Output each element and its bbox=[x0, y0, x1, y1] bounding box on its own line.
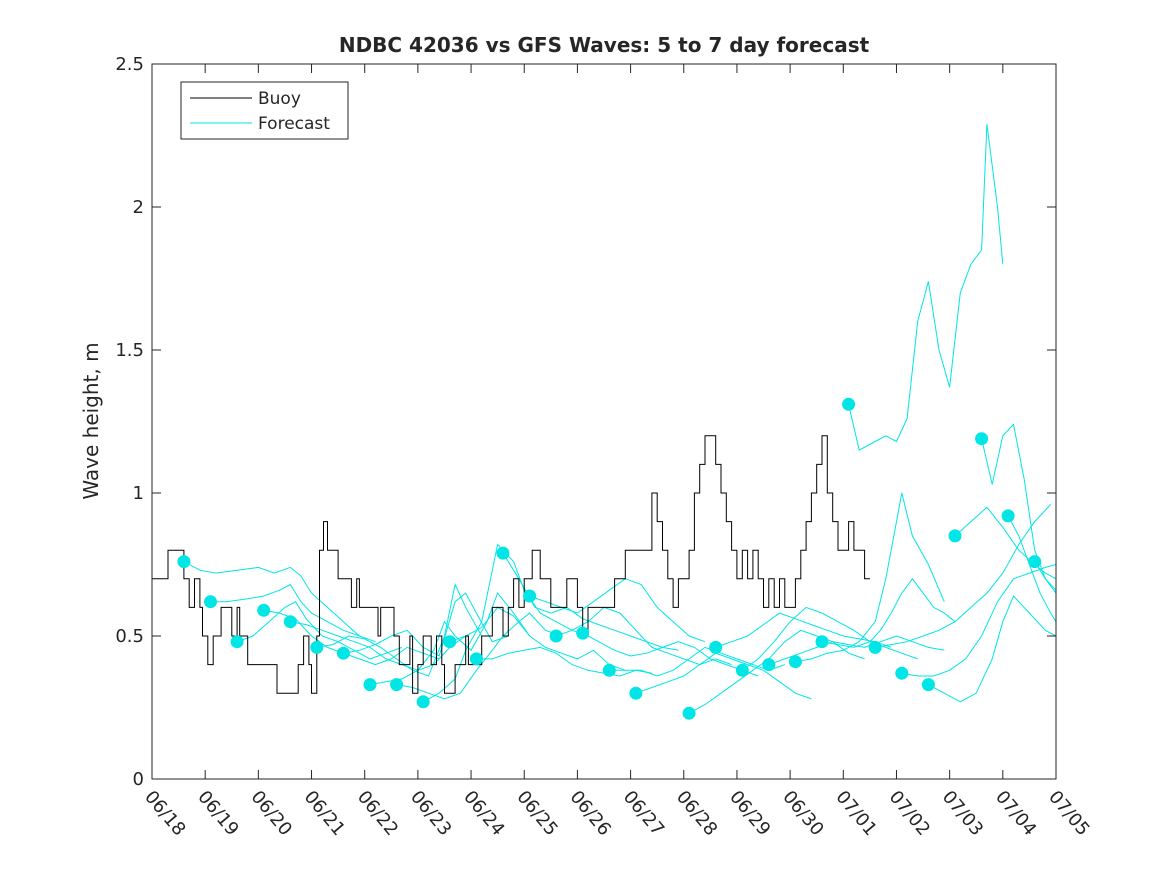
forecast-line bbox=[476, 646, 652, 677]
x-tick-label: 06/26 bbox=[566, 787, 615, 840]
forecast-start-marker bbox=[602, 663, 616, 677]
x-tick-label: 07/03 bbox=[938, 787, 987, 840]
forecast-start-marker bbox=[709, 640, 723, 654]
y-axis-label: Wave height, m bbox=[79, 342, 103, 499]
x-tick-label: 06/18 bbox=[140, 787, 189, 840]
forecast-line bbox=[396, 612, 562, 700]
forecast-line bbox=[954, 506, 1057, 580]
y-tick-label: 2.5 bbox=[115, 54, 144, 75]
x-tick-label: 06/22 bbox=[353, 787, 402, 840]
forecast-start-markers bbox=[177, 397, 1042, 720]
forecast-start-marker bbox=[336, 646, 350, 660]
forecast-start-marker bbox=[1001, 509, 1015, 523]
forecast-start-marker bbox=[1028, 555, 1042, 569]
forecast-start-marker bbox=[815, 635, 829, 649]
x-tick-label: 06/29 bbox=[725, 787, 774, 840]
forecast-line bbox=[928, 595, 1057, 703]
x-tick-label: 06/27 bbox=[619, 787, 668, 840]
x-tick-label: 06/24 bbox=[459, 787, 508, 840]
x-tick-label: 06/25 bbox=[512, 787, 561, 840]
plot-frame bbox=[151, 63, 1057, 780]
x-tick-label: 07/05 bbox=[1044, 787, 1093, 840]
forecast-line bbox=[582, 632, 759, 677]
x-tick-label: 07/04 bbox=[991, 787, 1040, 840]
forecast-line bbox=[635, 652, 812, 700]
forecast-line bbox=[981, 423, 1057, 594]
legend-box bbox=[180, 81, 349, 140]
forecast-start-marker bbox=[310, 640, 324, 654]
forecast-start-marker bbox=[948, 529, 962, 543]
y-tick-label: 0.5 bbox=[115, 626, 144, 647]
chart-title: NDBC 42036 vs GFS Waves: 5 to 7 day fore… bbox=[339, 33, 870, 57]
forecast-start-marker bbox=[576, 626, 590, 640]
forecast-start-marker bbox=[975, 432, 989, 446]
forecast-line bbox=[529, 578, 706, 643]
x-tick-label: 07/01 bbox=[831, 787, 880, 840]
forecast-line bbox=[502, 552, 679, 651]
forecast-start-marker bbox=[496, 546, 510, 560]
legend-buoy-label: Buoy bbox=[258, 89, 301, 109]
y-tick-label: 1 bbox=[133, 483, 144, 504]
x-tick-label: 06/19 bbox=[193, 787, 242, 840]
buoy-line-group bbox=[152, 435, 870, 694]
forecast-start-marker bbox=[177, 555, 191, 569]
x-tick-label: 06/21 bbox=[300, 787, 349, 840]
buoy-line bbox=[152, 435, 870, 694]
forecast-line bbox=[821, 577, 956, 648]
y-tick-label: 2 bbox=[133, 197, 144, 218]
x-tick-label: 07/02 bbox=[885, 787, 934, 840]
forecast-start-marker bbox=[788, 655, 802, 669]
forecast-line bbox=[875, 504, 1052, 648]
forecast-start-marker bbox=[842, 397, 856, 411]
forecast-line bbox=[1007, 515, 1057, 622]
forecast-line bbox=[1034, 561, 1057, 591]
forecast-start-marker bbox=[443, 635, 457, 649]
forecast-start-marker bbox=[549, 629, 563, 643]
forecast-line bbox=[901, 564, 1057, 677]
forecast-start-marker bbox=[230, 635, 244, 649]
forecast-start-marker bbox=[921, 678, 935, 692]
forecast-line bbox=[742, 606, 918, 671]
x-tick-label: 06/28 bbox=[672, 787, 721, 840]
forecast-start-marker bbox=[523, 589, 537, 603]
forecast-line bbox=[183, 561, 360, 637]
forecast-start-marker bbox=[735, 663, 749, 677]
forecast-start-marker bbox=[629, 686, 643, 700]
x-tick-label: 06/20 bbox=[247, 787, 296, 840]
y-axis-ticks: 0 0.5 1 1.5 2 2.5 bbox=[115, 54, 1056, 790]
forecast-line bbox=[848, 124, 1004, 451]
forecast-start-marker bbox=[762, 658, 776, 672]
forecast-start-marker bbox=[682, 706, 696, 720]
forecast-line bbox=[210, 583, 376, 643]
y-tick-label: 1.5 bbox=[115, 340, 144, 361]
forecast-start-marker bbox=[469, 652, 483, 666]
forecast-start-marker bbox=[416, 695, 430, 709]
forecast-start-marker bbox=[390, 678, 404, 692]
forecast-line bbox=[449, 606, 626, 671]
forecast-start-marker bbox=[283, 615, 297, 629]
forecast-line bbox=[795, 492, 945, 663]
forecast-line bbox=[609, 646, 785, 677]
forecast-start-marker bbox=[868, 640, 882, 654]
legend: Buoy Forecast bbox=[180, 81, 349, 140]
forecast-start-marker bbox=[363, 678, 377, 692]
forecast-line bbox=[555, 606, 732, 666]
forecast-start-marker bbox=[257, 603, 271, 617]
x-tick-label: 06/30 bbox=[778, 787, 827, 840]
x-tick-label: 06/23 bbox=[406, 787, 455, 840]
forecast-start-marker bbox=[895, 666, 909, 680]
forecast-line bbox=[715, 612, 892, 648]
y-tick-label: 0 bbox=[133, 769, 144, 790]
legend-forecast-label: Forecast bbox=[258, 114, 330, 134]
forecast-start-marker bbox=[204, 595, 217, 609]
